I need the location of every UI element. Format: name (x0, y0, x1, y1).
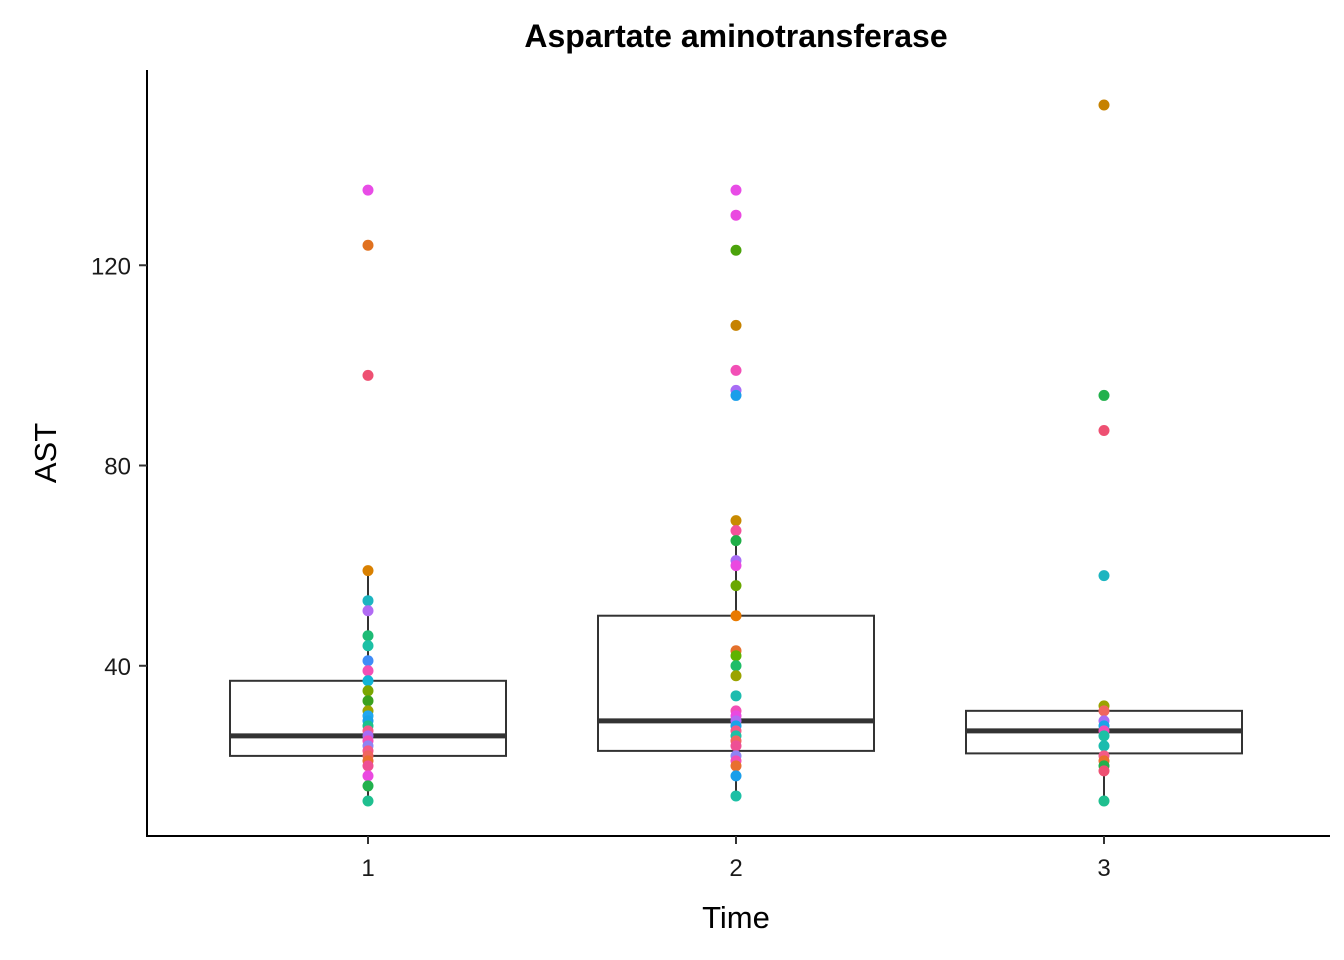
data-point (362, 675, 374, 687)
data-point (730, 560, 742, 572)
data-point (730, 364, 742, 376)
data-point (362, 239, 374, 251)
data-point (362, 630, 374, 642)
data-point (730, 319, 742, 331)
x-axis-label: Time (702, 900, 770, 935)
data-point (730, 209, 742, 221)
plot-area (229, 99, 1243, 807)
data-point (362, 184, 374, 196)
data-point (730, 610, 742, 622)
data-point (730, 535, 742, 547)
data-point (1098, 740, 1110, 752)
chart-title: Aspartate aminotransferase (524, 18, 947, 54)
data-points (362, 99, 1110, 807)
x-tick-label: 3 (1097, 855, 1110, 882)
data-point (1098, 570, 1110, 582)
y-tick-label: 40 (104, 654, 131, 681)
data-point (362, 605, 374, 617)
data-point (730, 770, 742, 782)
data-point (362, 780, 374, 792)
data-point (1098, 705, 1110, 717)
data-point (362, 640, 374, 652)
data-point (1098, 99, 1110, 111)
data-point (362, 695, 374, 707)
data-point (730, 389, 742, 401)
data-point (362, 795, 374, 807)
data-point (1098, 795, 1110, 807)
data-point (730, 760, 742, 772)
data-point (730, 515, 742, 527)
data-point (730, 244, 742, 256)
x-axis-ticks: 1 2 3 (361, 836, 1111, 882)
y-tick-label: 80 (104, 454, 131, 481)
data-point (362, 369, 374, 381)
data-point (1098, 389, 1110, 401)
data-point (730, 790, 742, 802)
data-point (730, 740, 742, 752)
y-axis-label: AST (28, 423, 63, 483)
data-point (730, 580, 742, 592)
y-tick-label: 120 (91, 253, 131, 280)
data-point (1098, 424, 1110, 436)
data-point (362, 760, 374, 772)
x-tick-label: 1 (361, 855, 374, 882)
data-point (362, 770, 374, 782)
data-point (730, 670, 742, 682)
data-point (1098, 730, 1110, 742)
data-point (1098, 765, 1110, 777)
data-point (730, 650, 742, 662)
data-point (362, 595, 374, 607)
data-point (362, 685, 374, 697)
data-point (730, 660, 742, 672)
data-point (730, 525, 742, 537)
data-point (730, 690, 742, 702)
x-tick-label: 2 (729, 855, 742, 882)
y-axis-ticks: 40 80 120 (91, 253, 147, 681)
data-point (730, 184, 742, 196)
data-point (362, 565, 374, 577)
data-point (362, 655, 374, 667)
data-point (362, 665, 374, 677)
